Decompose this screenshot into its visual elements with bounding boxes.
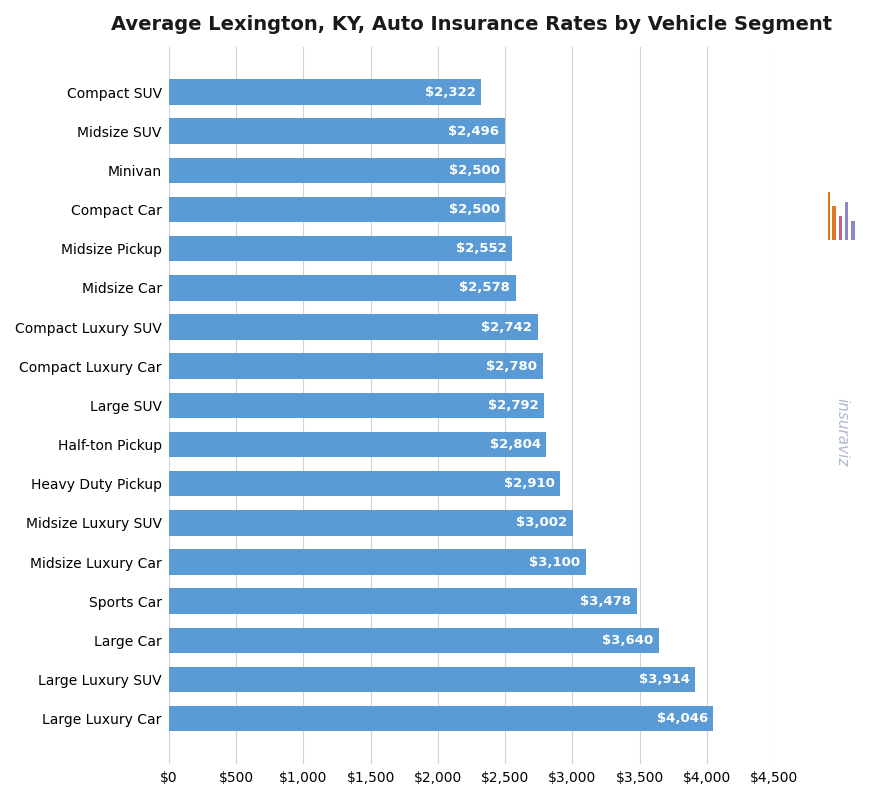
Bar [169, 432, 546, 458]
Bar [832, 206, 835, 240]
Bar [169, 510, 572, 535]
Bar [169, 79, 481, 105]
Text: $2,552: $2,552 [455, 242, 506, 255]
Bar [169, 314, 537, 340]
Bar [169, 706, 713, 731]
Text: $2,578: $2,578 [459, 282, 510, 294]
Text: $2,496: $2,496 [448, 125, 499, 138]
Text: $2,780: $2,780 [486, 360, 537, 373]
Text: $2,742: $2,742 [481, 321, 532, 334]
Text: $3,478: $3,478 [580, 594, 631, 608]
Bar [850, 221, 853, 240]
Text: $2,500: $2,500 [448, 203, 499, 216]
Text: $3,914: $3,914 [639, 673, 689, 686]
Bar [169, 589, 636, 614]
Bar [169, 158, 505, 183]
Text: $3,640: $3,640 [601, 634, 653, 647]
Bar [169, 118, 504, 144]
Text: $2,500: $2,500 [448, 164, 499, 177]
Bar [169, 197, 505, 222]
Bar [169, 236, 512, 262]
Text: $3,100: $3,100 [529, 555, 580, 569]
Text: $2,910: $2,910 [503, 478, 554, 490]
Bar [169, 667, 694, 692]
Text: $2,804: $2,804 [489, 438, 540, 451]
Bar [169, 550, 585, 574]
Text: $3,002: $3,002 [515, 516, 567, 530]
Text: $2,322: $2,322 [424, 86, 475, 98]
Bar [838, 216, 841, 240]
Bar [826, 192, 829, 240]
Text: insuraviz: insuraviz [833, 398, 849, 466]
Text: $2,792: $2,792 [488, 399, 539, 412]
Bar [169, 393, 544, 418]
Bar [169, 628, 658, 653]
Title: Average Lexington, KY, Auto Insurance Rates by Vehicle Segment: Average Lexington, KY, Auto Insurance Ra… [111, 15, 831, 34]
Bar [169, 275, 515, 301]
Text: $4,046: $4,046 [656, 712, 707, 726]
Bar [844, 202, 847, 240]
Bar [169, 471, 560, 497]
Bar [169, 354, 542, 379]
